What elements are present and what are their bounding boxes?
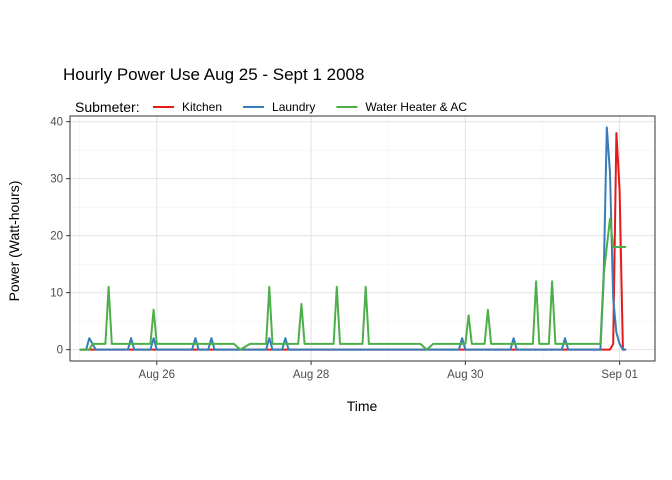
legend-label-laundry: Laundry [272, 100, 315, 114]
y-tick-label: 40 [50, 117, 63, 129]
series-line-water-heater-ac [79, 217, 627, 351]
legend-label-kitchen: Kitchen [182, 100, 222, 114]
legend-label-water-heater-ac: Water Heater & AC [365, 100, 467, 114]
y-tick-label: 20 [50, 231, 63, 243]
legend-items: Kitchen Laundry Water Heater & AC [153, 100, 467, 114]
plot-panel: 0 10 20 30 40 Aug 26 Aug 28 Aug 30 Sep 01 [50, 115, 656, 381]
x-tick-label: Sep 01 [601, 369, 637, 381]
y-tick-label: 30 [50, 174, 63, 186]
x-axis-label: Time [347, 398, 378, 414]
series-line-laundry [79, 126, 627, 351]
legend-title: Submeter: [75, 99, 140, 115]
x-tick-label: Aug 28 [293, 369, 329, 381]
y-axis-label: Power (Watt-hours) [6, 181, 22, 302]
x-tick-label: Aug 30 [447, 369, 483, 381]
y-tick-label: 0 [57, 345, 63, 357]
legend: Submeter: Kitchen Laundry Water Heater & A… [75, 99, 467, 115]
panel-border [69, 115, 656, 362]
x-tick-label: Aug 26 [139, 369, 175, 381]
chart-title: Hourly Power Use Aug 25 - Sept 1 2008 [63, 65, 364, 84]
y-tick-label: 10 [50, 288, 63, 300]
